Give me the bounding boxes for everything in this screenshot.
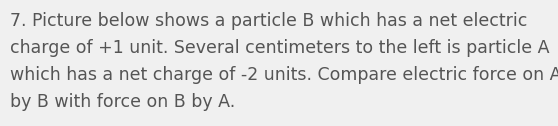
Text: charge of +1 unit. Several centimeters to the left is particle A: charge of +1 unit. Several centimeters t…: [10, 39, 550, 57]
Text: by B with force on B by A.: by B with force on B by A.: [10, 93, 235, 111]
Text: 7. Picture below shows a particle B which has a net electric: 7. Picture below shows a particle B whic…: [10, 12, 527, 30]
Text: which has a net charge of -2 units. Compare electric force on A: which has a net charge of -2 units. Comp…: [10, 66, 558, 84]
